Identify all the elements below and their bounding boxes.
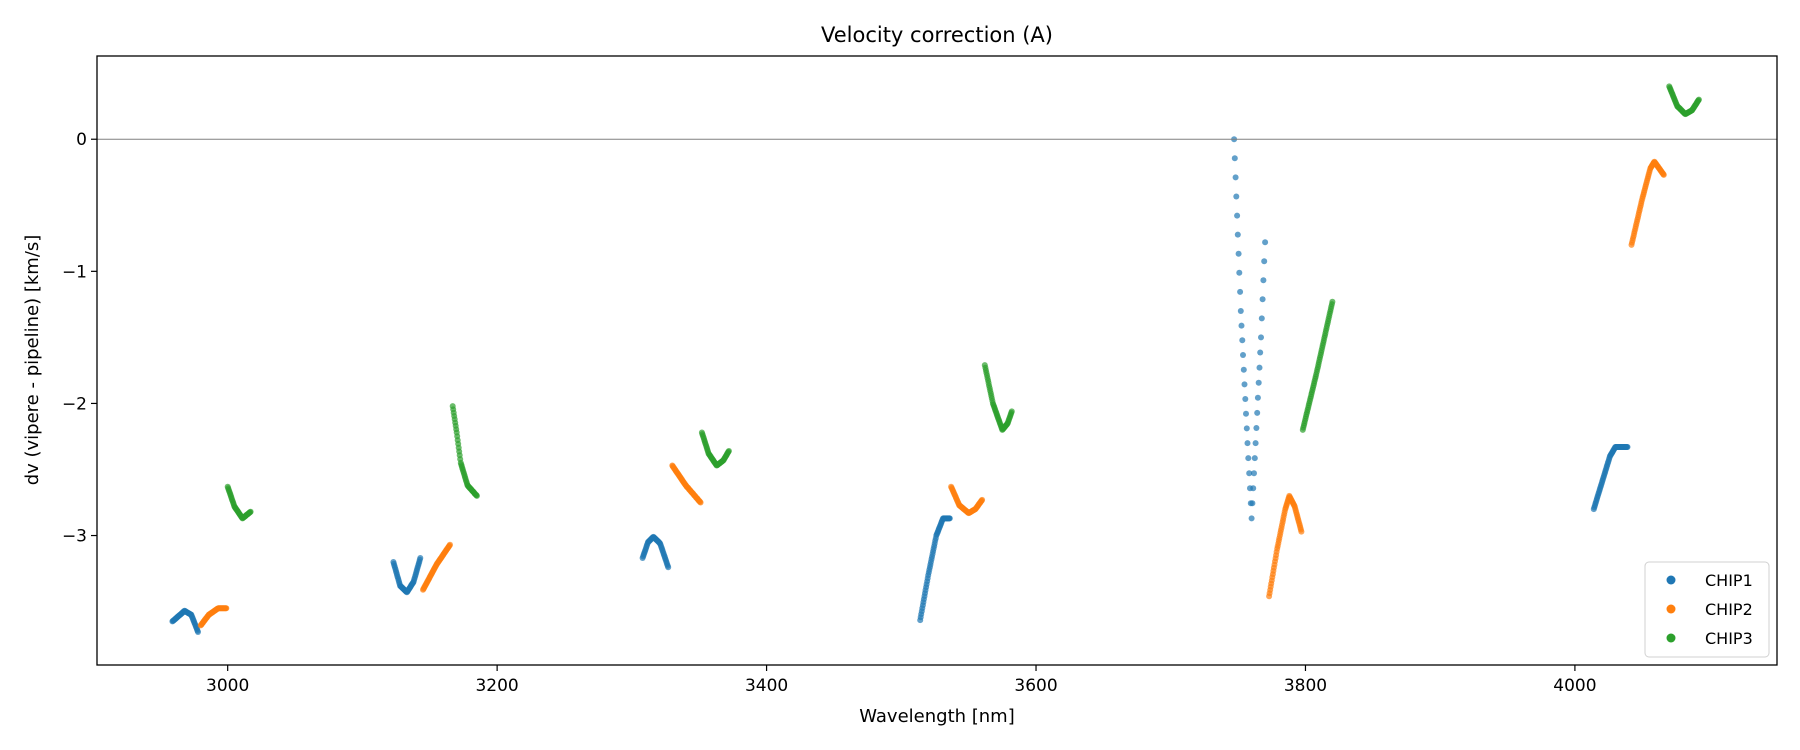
series-chip1 (169, 136, 1631, 635)
data-point (1233, 193, 1240, 200)
legend-marker-chip2 (1666, 604, 1676, 614)
x-tick-label: 4000 (1553, 676, 1596, 696)
x-tick-label: 3000 (206, 676, 249, 696)
chart-title: Velocity correction (A) (821, 23, 1053, 47)
legend: CHIP1 CHIP2 CHIP3 (1644, 561, 1770, 658)
data-point (473, 492, 480, 499)
data-point (1235, 250, 1242, 257)
data-point (1237, 308, 1244, 314)
data-point (1008, 408, 1015, 415)
y-tick-label: −2 (62, 394, 87, 414)
data-point (1253, 425, 1260, 431)
data-point (1232, 174, 1239, 181)
data-point (725, 448, 732, 454)
y-axis-ticks: 0 −1 −2 −3 (62, 130, 97, 547)
data-point (1249, 500, 1256, 507)
data-point (1257, 349, 1264, 356)
data-point (1258, 334, 1264, 341)
y-tick-label: 0 (76, 130, 87, 150)
data-point (1256, 364, 1263, 371)
data-point (1231, 155, 1238, 162)
data-point (195, 629, 201, 635)
data-point (1298, 528, 1305, 535)
data-point (1244, 440, 1251, 447)
legend-label: CHIP2 (1705, 600, 1753, 619)
data-point (1251, 470, 1257, 477)
series-chip3 (224, 83, 1702, 522)
data-point (1262, 239, 1269, 246)
data-point (1240, 366, 1247, 373)
legend-frame (1644, 561, 1770, 658)
data-point (1234, 212, 1241, 219)
data-point (1245, 455, 1252, 462)
data-point (946, 515, 953, 522)
plot-frame (96, 55, 1778, 666)
data-point (1248, 515, 1255, 522)
data-point (1241, 381, 1248, 388)
data-point (1252, 440, 1259, 447)
legend-label: CHIP3 (1705, 629, 1753, 648)
data-point (1242, 396, 1249, 402)
data-point (1246, 470, 1253, 477)
data-point (417, 555, 424, 561)
data-point (1258, 315, 1265, 322)
data-points (169, 83, 1702, 635)
data-point (1695, 96, 1702, 103)
data-point (1239, 337, 1246, 344)
data-point (1624, 444, 1631, 450)
x-axis-label: Wavelength [nm] (859, 706, 1015, 727)
data-point (1261, 258, 1268, 265)
y-tick-label: −1 (62, 262, 87, 282)
data-point (1260, 277, 1267, 284)
data-point (665, 564, 672, 571)
x-tick-label: 3200 (475, 676, 518, 696)
x-tick-label: 3600 (1014, 676, 1057, 696)
data-point (1254, 409, 1261, 416)
legend-marker-chip1 (1666, 575, 1676, 585)
data-point (1250, 485, 1257, 492)
data-point (1329, 298, 1336, 305)
legend-marker-chip3 (1666, 633, 1676, 643)
data-point (1243, 425, 1250, 432)
data-point (1237, 288, 1244, 295)
data-point (979, 496, 986, 503)
x-tick-label: 3800 (1284, 676, 1327, 696)
data-point (697, 499, 704, 506)
data-point (247, 508, 254, 515)
y-tick-label: −3 (62, 527, 87, 547)
legend-label: CHIP1 (1705, 571, 1753, 590)
data-point (1251, 455, 1258, 462)
data-point (1259, 296, 1266, 303)
data-point (1236, 269, 1243, 276)
data-point (223, 605, 230, 612)
data-point (1238, 322, 1245, 329)
data-point (1255, 379, 1262, 386)
data-point (1240, 352, 1246, 358)
data-point (447, 541, 453, 548)
x-tick-label: 3400 (745, 676, 788, 696)
y-axis-label: dv (vipere - pipeline) [km/s] (22, 235, 43, 486)
data-point (1254, 394, 1261, 401)
series-chip2 (197, 158, 1667, 629)
data-point (1234, 231, 1241, 238)
x-axis-ticks: 3000 3200 3400 3600 3800 4000 (206, 665, 1597, 696)
data-point (1660, 171, 1667, 178)
data-point (1243, 410, 1249, 417)
